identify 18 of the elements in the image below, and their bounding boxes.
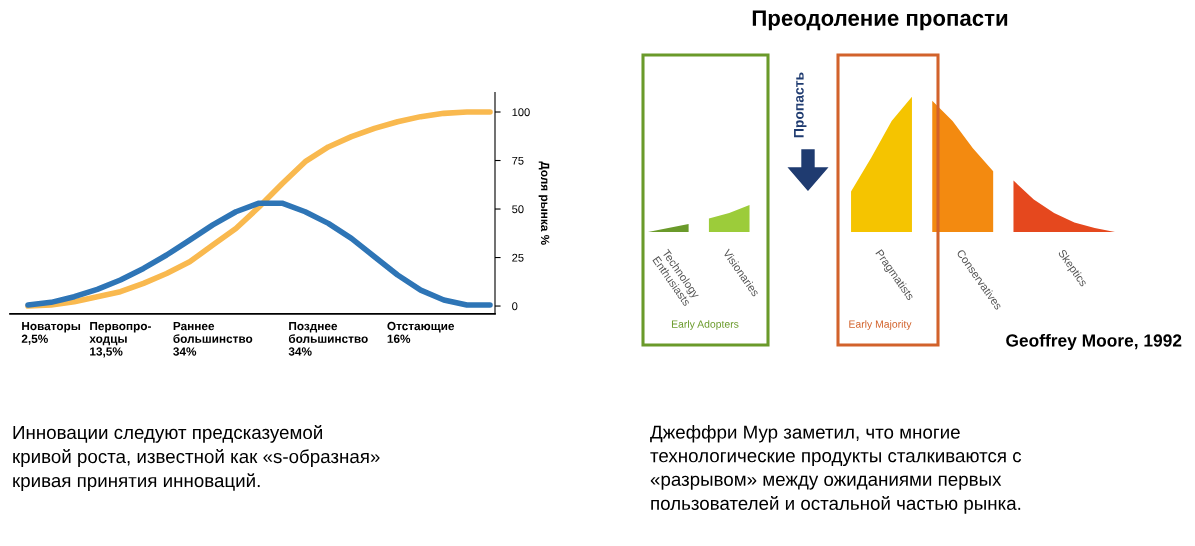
- text: Geoffrey Moore, 1992: [1006, 333, 1182, 351]
- y-tick-label: 50: [512, 205, 524, 214]
- x-tick-label: Новаторы 2,5%: [21, 321, 81, 345]
- y-tick-label: 75: [512, 156, 524, 165]
- chart-title: Преодоление пропасти: [752, 10, 1008, 31]
- annotation: Пропасть: [794, 72, 807, 138]
- y-tick-label: 0: [512, 302, 518, 311]
- text: Джеффри Мур заметил, что многие технологические продукты сталкиваются с «разрывом» между ожиданиями первых пользователей и остальной частью рынка.: [650, 425, 1022, 514]
- text: Инновации следуют предсказуемой кривой роста, известной как «s-образная» кривая принятия инноваций.: [13, 425, 380, 491]
- text: Early Adopters: [671, 320, 739, 330]
- x-tick-label: Позднее большинство 34%: [288, 321, 368, 356]
- x-tick-label: Отстающие 16%: [387, 321, 455, 343]
- x-tick-label: Первопро- ходцы 13,5%: [89, 321, 151, 358]
- x-tick-label: Раннее большинство 34%: [173, 321, 253, 356]
- y-tick-label: 25: [512, 253, 524, 262]
- y-axis-title: Доля рынка %: [538, 161, 550, 245]
- y-tick-label: 100: [512, 108, 530, 117]
- text: Early Majority: [849, 320, 912, 330]
